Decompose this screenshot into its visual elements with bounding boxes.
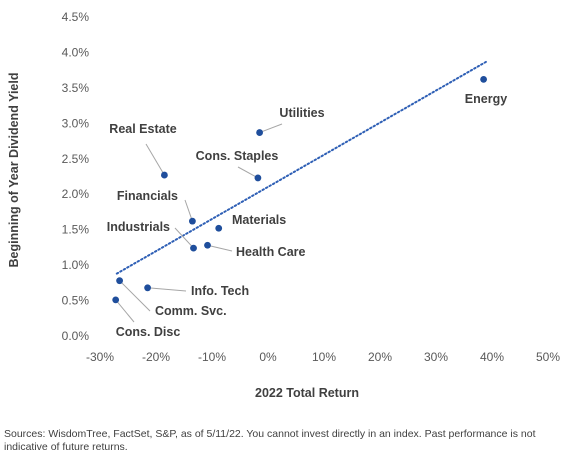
label-cons-staples: Cons. Staples (196, 149, 279, 163)
label-real-estate: Real Estate (109, 122, 176, 136)
x-tick-label: 30% (424, 350, 448, 364)
trendline (115, 60, 488, 275)
point-cons-disc (112, 296, 120, 304)
point-info-tech (144, 284, 152, 292)
x-tick-label: -20% (142, 350, 170, 364)
leader-health-care (207, 244, 233, 252)
point-health-care (204, 241, 211, 249)
leader-comm-svc (119, 280, 151, 312)
y-tick-label: 0.5% (62, 294, 90, 308)
data-points (112, 75, 487, 304)
y-tick-label: 4.0% (62, 45, 90, 59)
label-health-care: Health Care (236, 245, 306, 259)
leader-cons-disc (115, 299, 135, 323)
point-labels: Energy Utilities Real Estate Cons. Staples F… (107, 92, 507, 339)
y-tick-label: 2.0% (62, 187, 90, 201)
leader-real-estate (145, 143, 165, 176)
y-tick-label: 1.0% (62, 258, 90, 272)
y-tick-label: 4.5% (62, 10, 90, 24)
x-tick-label: 20% (368, 350, 392, 364)
x-tick-label: 10% (312, 350, 336, 364)
point-materials (215, 224, 223, 232)
label-cons-disc: Cons. Disc (116, 325, 181, 339)
source-footnote: Sources: WisdomTree, FactSet, S&P, as of… (4, 428, 536, 453)
point-real-estate (161, 171, 168, 179)
x-axis-ticks: -30% -20% -10% 0% 10% 20% 30% 40% 50% (86, 350, 560, 364)
label-comm-svc: Comm. Svc. (155, 304, 227, 318)
y-tick-label: 1.5% (62, 223, 90, 237)
leader-utilities (259, 123, 283, 134)
label-energy: Energy (465, 92, 507, 106)
x-tick-label: 40% (480, 350, 504, 364)
point-energy (480, 75, 487, 83)
y-tick-label: 2.5% (62, 152, 90, 166)
leader-industrials (174, 227, 194, 249)
leader-cons-staples (237, 166, 259, 179)
y-tick-label: 0.0% (62, 329, 90, 343)
scatter-chart: 0.0% 0.5% 1.0% 1.5% 2.0% 2.5% 3.0% 3.5% 4.0% 4.5%… (7, 10, 560, 400)
x-axis-title: 2022 Total Return (255, 386, 359, 400)
point-comm-svc (116, 277, 123, 285)
leader-info-tech (147, 287, 187, 292)
x-tick-label: 50% (536, 350, 560, 364)
y-axis-title: Beginning of Year Dividend Yield (7, 73, 21, 268)
label-industrials: Industrials (107, 220, 170, 234)
label-info-tech: Info. Tech (191, 284, 249, 298)
point-utilities (256, 129, 263, 136)
point-industrials (190, 244, 197, 252)
trendline-path (115, 60, 488, 275)
x-tick-label: -10% (198, 350, 226, 364)
point-financials (189, 217, 196, 225)
y-tick-label: 3.5% (62, 81, 90, 95)
y-tick-label: 3.0% (62, 116, 90, 130)
x-tick-label: -30% (86, 350, 114, 364)
label-materials: Materials (232, 213, 286, 227)
label-utilities: Utilities (279, 106, 324, 120)
point-cons-staples (254, 174, 262, 182)
leader-financials (184, 199, 193, 222)
y-axis-ticks: 0.0% 0.5% 1.0% 1.5% 2.0% 2.5% 3.0% 3.5% 4.0% 4.5% (62, 10, 90, 343)
x-tick-label: 0% (259, 350, 277, 364)
label-financials: Financials (117, 189, 178, 203)
label-leader-lines (115, 123, 283, 323)
